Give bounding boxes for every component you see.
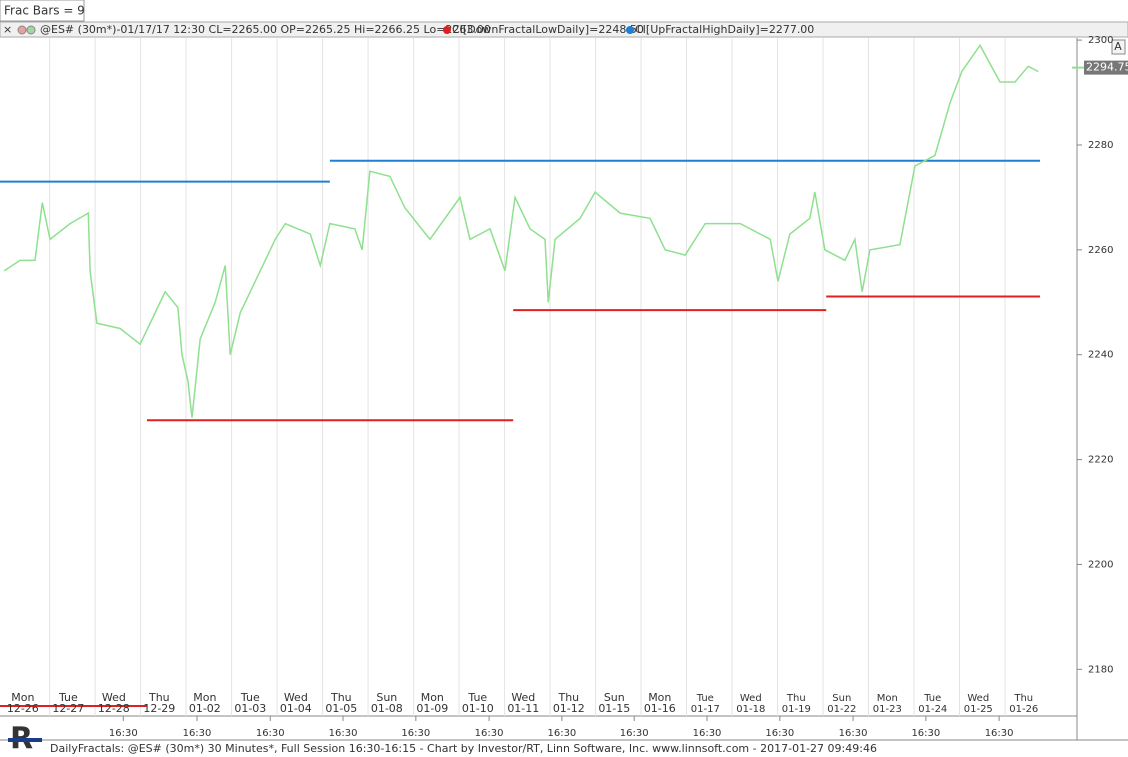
x-date-label: 12-29 bbox=[143, 702, 175, 715]
x-date-label: 01-02 bbox=[189, 702, 221, 715]
x-weekday-label: Thu bbox=[557, 691, 579, 704]
x-weekday-label: Sun bbox=[376, 691, 397, 704]
x-weekday-label: Wed bbox=[102, 691, 126, 704]
x-time-label: 16:30 bbox=[693, 728, 722, 739]
price-line bbox=[3, 43, 1039, 418]
x-date-label: 01-05 bbox=[325, 702, 357, 715]
x-weekday-label: Tue bbox=[467, 691, 487, 704]
x-date-label: 01-22 bbox=[827, 704, 856, 715]
x-time-label: 16:30 bbox=[765, 728, 794, 739]
x-time-label: 16:30 bbox=[401, 728, 430, 739]
legend-icon bbox=[17, 25, 27, 35]
x-date-label: 01-09 bbox=[416, 702, 448, 715]
footer: DailyFractals: @ES# (30m*) 30 Minutes*, … bbox=[50, 742, 877, 755]
x-weekday-label: Sun bbox=[832, 693, 851, 704]
last-price-label: 2294.75 bbox=[1086, 61, 1128, 74]
legend-up: CI[UpFractalHighDaily]=2277.00 bbox=[635, 23, 814, 36]
close-icon[interactable]: × bbox=[3, 23, 12, 36]
x-weekday-label: Tue bbox=[58, 691, 78, 704]
x-weekday-label: Tue bbox=[696, 693, 714, 704]
x-date-label: 12-26 bbox=[7, 702, 39, 715]
x-time-label: 16:30 bbox=[547, 728, 576, 739]
x-weekday-label: Mon bbox=[877, 693, 898, 704]
axis-button-label[interactable]: A bbox=[1114, 40, 1122, 53]
header-box bbox=[0, 0, 85, 22]
plot bbox=[0, 38, 1041, 716]
x-time-label: 16:30 bbox=[109, 728, 138, 739]
y-tick-label: 2240 bbox=[1088, 350, 1113, 361]
x-time-label: 16:30 bbox=[839, 728, 868, 739]
x-date-label: 01-19 bbox=[782, 704, 811, 715]
x-date-label: 01-16 bbox=[644, 702, 676, 715]
x-date-label: 01-25 bbox=[964, 704, 993, 715]
y-tick-label: 2260 bbox=[1088, 245, 1113, 256]
header: Frac Bars = 9 bbox=[4, 4, 85, 18]
x-weekday-label: Mon bbox=[193, 691, 216, 704]
x-weekday-label: Thu bbox=[786, 693, 806, 704]
logo: R bbox=[8, 720, 42, 757]
legend-dot bbox=[443, 26, 451, 34]
x-weekday-label: Mon bbox=[648, 691, 671, 704]
x-date-label: 01-24 bbox=[918, 704, 947, 715]
x-time-label: 16:30 bbox=[475, 728, 504, 739]
x-date-label: 01-03 bbox=[234, 702, 266, 715]
legend-symbol: @ES# (30m*)-01/17/17 12:30 CL=2265.00 OP… bbox=[40, 23, 491, 36]
x-date-label: 01-04 bbox=[280, 702, 312, 715]
x-date-label: 01-12 bbox=[553, 702, 585, 715]
x-date-label: 12-28 bbox=[98, 702, 130, 715]
x-weekday-label: Mon bbox=[11, 691, 34, 704]
x-date-label: 01-26 bbox=[1009, 704, 1038, 715]
x-time-label: 16:30 bbox=[620, 728, 649, 739]
x-time-label: 16:30 bbox=[911, 728, 940, 739]
x-weekday-label: Tue bbox=[240, 691, 260, 704]
x-weekday-label: Tue bbox=[923, 693, 941, 704]
x-date-label: 01-23 bbox=[873, 704, 902, 715]
last-price-box bbox=[1084, 60, 1128, 75]
x-time-label: 16:30 bbox=[183, 728, 212, 739]
x-weekday-label: Mon bbox=[421, 691, 444, 704]
x-weekday-label: Wed bbox=[740, 693, 762, 704]
x-date-label: 01-10 bbox=[462, 702, 494, 715]
x-date-label: 01-08 bbox=[371, 702, 403, 715]
legend-icon bbox=[26, 25, 36, 35]
x-time-label: 16:30 bbox=[329, 728, 358, 739]
x-weekday-label: Wed bbox=[967, 693, 989, 704]
y-tick-label: 2200 bbox=[1088, 559, 1113, 570]
x-weekday-label: Wed bbox=[284, 691, 308, 704]
y-tick-label: 2220 bbox=[1088, 455, 1113, 466]
x-date-label: 01-17 bbox=[691, 704, 720, 715]
legend-dot bbox=[626, 26, 634, 34]
x-date-label: 12-27 bbox=[52, 702, 84, 715]
x-date-label: 01-18 bbox=[736, 704, 765, 715]
x-weekday-label: Thu bbox=[330, 691, 352, 704]
y-tick-label: 2280 bbox=[1088, 140, 1113, 151]
x-date-label: 01-11 bbox=[507, 702, 539, 715]
x-weekday-label: Thu bbox=[1013, 693, 1033, 704]
x-time-label: 16:30 bbox=[985, 728, 1014, 739]
y-tick-label: 2300 bbox=[1088, 35, 1113, 46]
x-date-label: 01-15 bbox=[598, 702, 630, 715]
y-tick-label: 2180 bbox=[1088, 664, 1113, 675]
x-weekday-label: Thu bbox=[148, 691, 170, 704]
axis-button[interactable] bbox=[1111, 39, 1126, 55]
x-weekday-label: Sun bbox=[604, 691, 625, 704]
legend-bar bbox=[0, 21, 1128, 38]
x-weekday-label: Wed bbox=[511, 691, 535, 704]
legend-down: CI[DownFractalLowDaily]=2248.50 bbox=[452, 23, 644, 36]
x-time-label: 16:30 bbox=[256, 728, 285, 739]
